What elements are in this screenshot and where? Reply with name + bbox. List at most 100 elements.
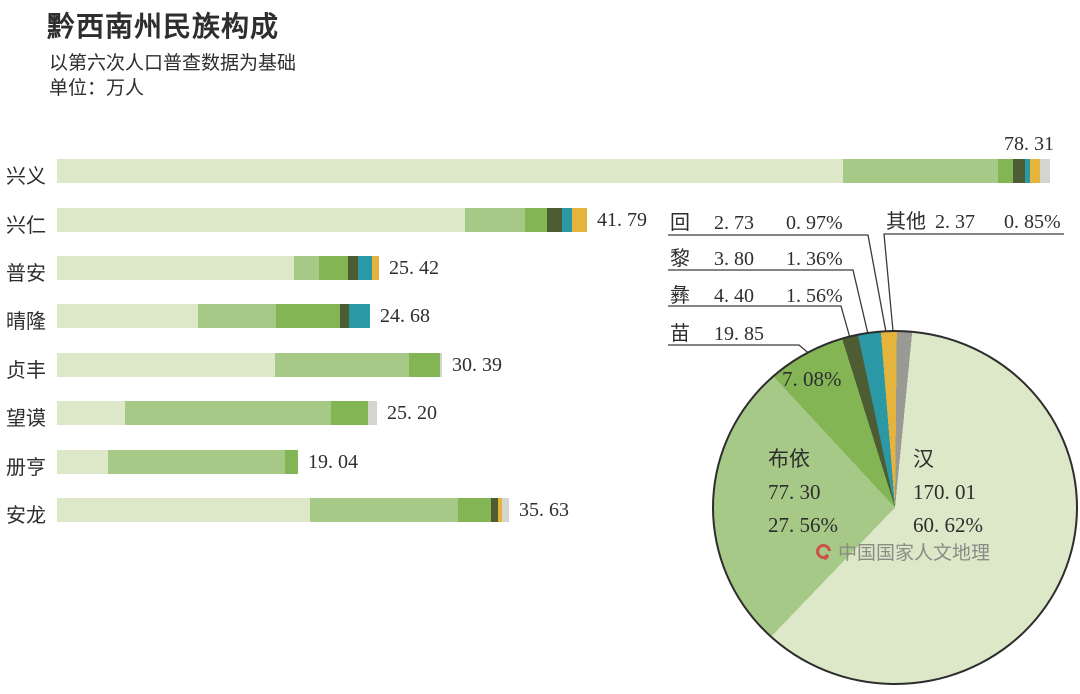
bar-segment-miao [458,498,492,522]
slice-name: 回 [670,212,690,234]
slice-pct: 0. 85% [1004,211,1061,233]
cnnhg-logo-icon [812,540,835,563]
slice-name: 彝 [670,285,690,307]
bar-普安 [57,256,379,280]
bar-segment-han [57,208,465,232]
bar-segment-buyei [464,208,525,232]
slice-name: 黎 [670,248,690,270]
bar-label: 普安 [6,263,46,285]
bar-segment-li [348,304,370,328]
bar-segment-miao [998,159,1014,183]
bar-label: 晴隆 [6,311,46,333]
bar-segment-hui [571,208,587,232]
bar-segment-li [1025,159,1031,183]
bar-label: 册亨 [6,457,46,479]
slice-value: 3. 80 [714,248,754,270]
bar-segment-other [502,498,509,522]
bar-晴隆 [57,304,370,328]
bar-segment-yi [491,498,499,522]
bar-segment-yi [347,256,358,280]
bar-segment-miao [318,256,348,280]
bar-value: 35. 63 [519,499,569,521]
page-title: 黔西南州民族构成 [47,12,280,43]
pie-label-buyei: 布依 77. 30 27. 56% [768,443,838,542]
callout-line-miao [668,344,813,357]
bar-segment-miao [285,450,298,474]
bar-segment-buyei [274,353,410,377]
bar-segment-miao [330,401,369,425]
slice-value: 4. 40 [714,285,754,307]
bar-segment-buyei [310,498,459,522]
bar-兴义 [57,159,1050,183]
bar-segment-miao [524,208,547,232]
bar-segment-other [368,401,377,425]
bar-贞丰 [57,353,442,377]
callout-yi: 彝 4. 40 1. 56% [670,279,843,308]
bar-segment-miao [275,304,340,328]
bar-segment-han [57,159,844,183]
bar-segment-buyei [293,256,319,280]
slice-value: 19. 85 [714,323,764,345]
bar-册亨 [57,450,298,474]
slice-value: 77. 30 [768,480,821,504]
bar-segment-yi [339,304,349,328]
bar-segment-han [57,450,109,474]
bar-label: 贞丰 [6,360,46,382]
watermark-text: 中国国家人文地理 [838,543,991,564]
slice-pct: 1. 56% [786,285,843,307]
bar-value: 78. 31 [1004,133,1054,155]
bar-segment-buyei [108,450,286,474]
bar-segment-other [1040,159,1050,183]
pie-label-han: 汉 170. 01 60. 62% [913,443,983,542]
callout-line-other [883,233,1064,332]
unit-label: 单位：万人 [49,78,145,99]
slice-pct: 27. 56% [768,513,838,537]
pie-chart [712,330,1078,685]
callout-miao: 苗 19. 85 [670,317,781,346]
bar-segment-buyei [198,304,276,328]
bar-segment-han [57,401,125,425]
bar-label: 兴仁 [6,215,46,237]
slice-value: 170. 01 [913,480,976,504]
slice-name: 汉 [913,447,934,471]
slice-name: 其他 [886,211,926,233]
bar-value: 19. 04 [308,451,358,473]
bar-segment-buyei [124,401,331,425]
pie-label-miao-pct: 7. 08% [782,367,842,391]
chart-subtitle: 以第六次人口普查数据为基础 [49,53,297,74]
slice-pct: 0. 97% [786,212,843,234]
bar-安龙 [57,498,509,522]
bar-value: 41. 79 [597,209,647,231]
slice-pct: 60. 62% [913,513,983,537]
callout-other: 其他 2. 37 0. 85% [886,205,1061,234]
slice-pct: 1. 36% [786,248,843,270]
bar-value: 30. 39 [452,354,502,376]
bar-segment-yi [1013,159,1026,183]
bar-segment-hui [371,256,379,280]
callout-hui: 回 2. 73 0. 97% [670,206,843,235]
bar-segment-hui [498,498,503,522]
callout-li: 黎 3. 80 1. 36% [670,242,843,271]
bar-segment-han [57,498,311,522]
bar-segment-buyei [843,159,999,183]
slice-value: 2. 73 [714,212,754,234]
bar-segment-li [561,208,572,232]
bar-segment-miao [409,353,441,377]
slice-value: 2. 37 [935,211,975,233]
watermark: 中国国家人文地理 [812,538,991,565]
bar-segment-hui [1030,159,1041,183]
bar-兴仁 [57,208,587,232]
slice-name: 苗 [670,323,690,345]
bar-望谟 [57,401,377,425]
bar-label: 望谟 [6,408,46,430]
bar-segment-li [357,256,372,280]
bar-segment-yi [546,208,562,232]
bar-segment-han [57,304,199,328]
slice-name: 布依 [768,447,810,471]
bar-value: 24. 68 [380,305,430,327]
bar-segment-other [440,353,442,377]
bar-label: 安龙 [6,505,46,527]
bar-value: 25. 20 [387,402,437,424]
bar-value: 25. 42 [389,257,439,279]
